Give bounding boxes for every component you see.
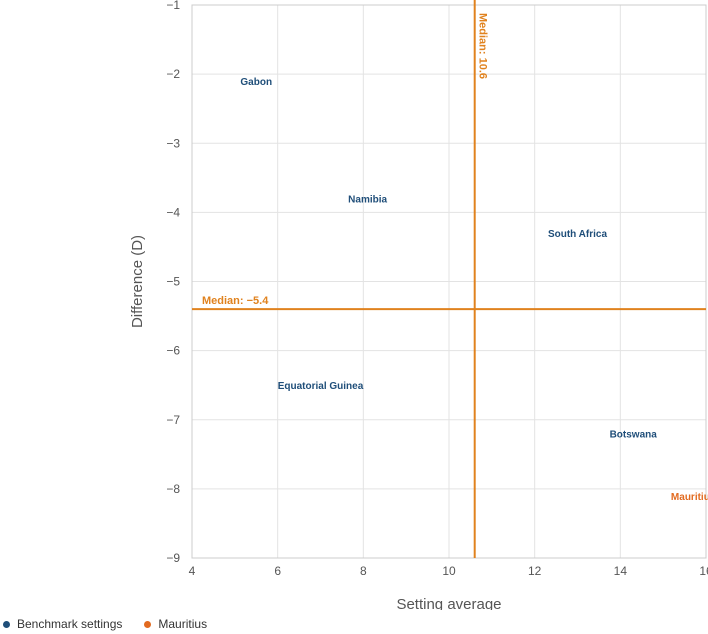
x-tick-label: 16 [699,564,708,578]
point-label-gabon: Gabon [240,77,272,88]
y-tick-label: −3 [166,136,180,150]
legend-item-benchmark[interactable]: Benchmark settings [3,617,122,631]
legend-label: Mauritius [158,617,208,631]
y-tick-label: −4 [166,205,180,219]
grid-layer [191,4,707,559]
point-label-south-africa: South Africa [548,229,608,240]
legend-label: Benchmark settings [17,617,123,631]
point-label-namibia: Namibia [348,195,387,206]
legend-item-mauritius[interactable]: Mauritius [144,617,207,631]
x-tick-label: 6 [274,564,281,578]
y-tick-label: −5 [166,275,180,289]
legend-marker-icon [3,620,10,628]
plot-frame [191,4,707,559]
legend-marker-icon [144,620,152,628]
y-tick-label: −8 [166,482,180,496]
point-label-mauritius: Mauritius [671,492,708,503]
axis-ticks: 4 6 8 10 12 14 16 −1 −2 −3 −4 −5 −6 −7 −8 −9 [166,0,708,578]
y-tick-label: −2 [166,67,180,81]
x-tick-label: 8 [360,564,367,578]
y-median-label: Median: −5.4 [202,295,269,307]
scatter-chart: Median: 10.6 Median: −5.4 Gabon Namibia Sou… [129,0,708,610]
y-tick-label: −1 [166,0,180,12]
y-tick-label: −7 [166,413,180,427]
y-tick-label: −6 [166,344,180,358]
x-tick-label: 12 [528,564,542,578]
y-axis-title: Difference (D) [129,235,146,328]
x-tick-label: 10 [442,564,456,578]
x-tick-label: 14 [614,564,628,578]
data-point-labels: Gabon Namibia South Africa Equatorial Guine… [240,77,708,503]
x-median-label: Median: 10.6 [477,13,489,79]
point-label-botswana: Botswana [610,430,658,441]
median-lines: Median: 10.6 Median: −5.4 [192,0,706,558]
legend: Benchmark settings Mauritius [3,617,207,631]
x-axis-title: Setting average [396,596,501,610]
y-tick-label: −9 [166,551,180,565]
point-label-equatorial-guinea: Equatorial Guinea [278,381,364,392]
x-tick-label: 4 [189,564,196,578]
